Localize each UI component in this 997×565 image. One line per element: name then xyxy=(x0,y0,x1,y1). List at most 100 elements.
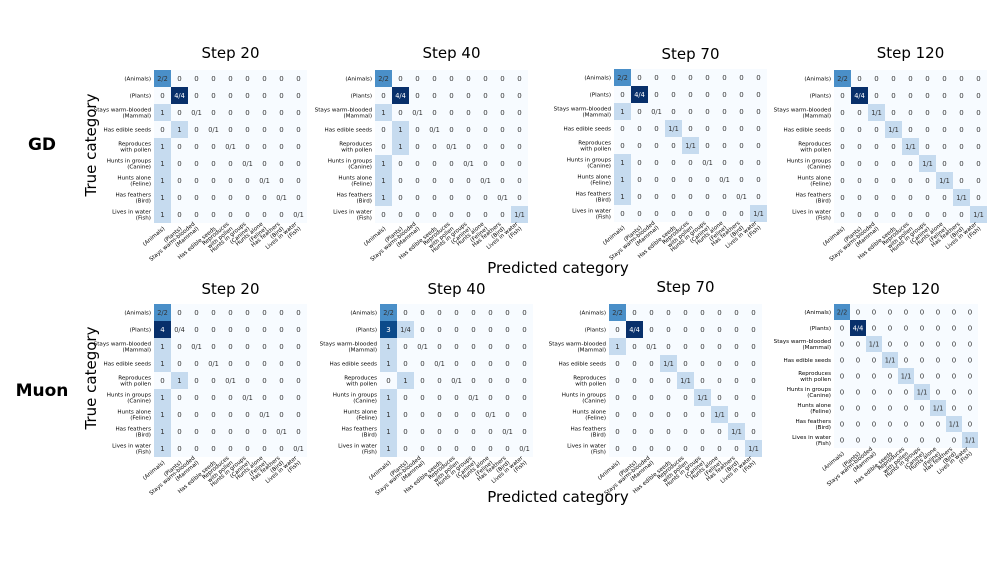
row-label-muon: Muon xyxy=(16,381,69,401)
cell-label: 0 xyxy=(194,360,198,368)
cell-label: 0 xyxy=(615,360,619,368)
cell-label: 0 xyxy=(739,91,743,99)
cell-label: 0 xyxy=(211,75,215,83)
cell-label: 0/1 xyxy=(259,177,270,185)
cell-label: 1 xyxy=(160,360,164,368)
cell-label: 0 xyxy=(968,405,972,413)
cell-label: 0 xyxy=(649,326,653,334)
panel-title: Step 70 xyxy=(656,278,714,296)
cell-label: 0 xyxy=(856,437,860,445)
cell-label: 0 xyxy=(466,143,470,151)
cell-label: 0 xyxy=(177,428,181,436)
cell-label: 0 xyxy=(522,394,526,402)
cell-label: 0 xyxy=(671,91,675,99)
cell-label: 1 xyxy=(381,177,385,185)
y-tick-label: Has feathers (Bird) xyxy=(795,192,831,204)
heatmap-panel-8: Step 120 2/2 0 0 0 0 0 0 0 0 0 4/4 0 0 0 0 0 0 0 0 0 1/1 0 0 0 0 0… xyxy=(774,280,978,488)
cell-label: 0/1 xyxy=(434,360,445,368)
y-tick-label: Reproduces with pollen xyxy=(798,371,831,383)
cell-label: 0 xyxy=(296,126,300,134)
cell-label: 0 xyxy=(671,142,675,150)
cell-label: 0 xyxy=(432,143,436,151)
cell-label: 0 xyxy=(942,194,946,202)
cell-label: 0 xyxy=(488,343,492,351)
heatmap-cell xyxy=(682,137,699,154)
cell-label: 0 xyxy=(654,142,658,150)
y-tick-label: Stays warm-blooded (Mammal) xyxy=(320,341,378,353)
cell-label: 0 xyxy=(739,210,743,218)
cell-label: 0 xyxy=(403,411,407,419)
panel-title: Step 120 xyxy=(877,44,945,62)
cell-label: 0 xyxy=(632,428,636,436)
cell-label: 0 xyxy=(959,211,963,219)
cell-label: 0 xyxy=(245,445,249,453)
cell-label: 0 xyxy=(756,176,760,184)
y-tick-label: Has edible seeds xyxy=(325,128,373,134)
cell-label: 0 xyxy=(500,109,504,117)
cell-label: 0 xyxy=(904,405,908,413)
cell-label: 0/1 xyxy=(429,126,440,134)
cell-label: 0 xyxy=(840,405,844,413)
cell-label: 0 xyxy=(968,389,972,397)
cell-label: 0 xyxy=(891,143,895,151)
cell-label: 0 xyxy=(632,360,636,368)
cell-label: 1 xyxy=(160,194,164,202)
cell-label: 0 xyxy=(976,75,980,83)
cell-label: 0 xyxy=(177,143,181,151)
cell-label: 0 xyxy=(296,92,300,100)
heatmap-cell xyxy=(902,138,919,155)
cell-label: 0 xyxy=(449,109,453,117)
cell-label: 0 xyxy=(381,126,385,134)
cell-label: 0 xyxy=(705,193,709,201)
cell-label: 0 xyxy=(296,360,300,368)
cell-label: 0 xyxy=(734,394,738,402)
cell-label: 0 xyxy=(245,126,249,134)
cell-label: 0 xyxy=(381,211,385,219)
cell-label: 1/1 xyxy=(965,437,976,445)
cell-label: 0 xyxy=(296,75,300,83)
cell-label: 0 xyxy=(891,160,895,168)
cell-label: 0 xyxy=(976,143,980,151)
heatmap-cell xyxy=(154,355,171,372)
cell-label: 0 xyxy=(437,445,441,453)
cell-label: 0 xyxy=(211,343,215,351)
cell-label: 0 xyxy=(666,326,670,334)
panel-title: Step 40 xyxy=(422,44,480,62)
cell-label: 0 xyxy=(522,343,526,351)
heatmap-cell xyxy=(392,138,409,155)
cell-label: 0 xyxy=(432,92,436,100)
cell-label: 0 xyxy=(386,377,390,385)
cell-label: 0 xyxy=(874,143,878,151)
cell-label: 0 xyxy=(279,177,283,185)
x-axis-label-top: Predicted category xyxy=(487,259,629,277)
cell-label: 0 xyxy=(194,445,198,453)
heatmap-cell xyxy=(380,440,397,457)
cell-label: 0 xyxy=(620,142,624,150)
heatmap-cell xyxy=(380,338,397,355)
cell-label: 1/1 xyxy=(917,389,928,397)
cell-label: 0 xyxy=(840,92,844,100)
cell-label: 0 xyxy=(920,309,924,317)
cell-label: 0 xyxy=(403,343,407,351)
heatmap-cell xyxy=(614,171,631,188)
panel-title: Step 120 xyxy=(872,280,940,298)
cell-label: 0 xyxy=(211,177,215,185)
cell-label: 0 xyxy=(517,194,521,202)
cell-label: 0 xyxy=(432,211,436,219)
cell-label: 0 xyxy=(856,389,860,397)
cell-label: 1/1 xyxy=(922,160,933,168)
cell-label: 0 xyxy=(262,126,266,134)
cell-label: 0 xyxy=(500,75,504,83)
cell-label: 0 xyxy=(942,92,946,100)
cell-label: 0 xyxy=(925,75,929,83)
heatmap-cell xyxy=(380,321,397,338)
cell-label: 0 xyxy=(856,405,860,413)
cell-label: 0 xyxy=(857,109,861,117)
heatmap-cell xyxy=(154,104,171,121)
cell-label: 0 xyxy=(471,309,475,317)
cell-label: 0 xyxy=(262,92,266,100)
cell-label: 1/1 xyxy=(885,357,896,365)
cell-label: 0 xyxy=(700,360,704,368)
y-axis-label-bottom: True category xyxy=(82,326,100,430)
cell-label: 0 xyxy=(666,394,670,402)
